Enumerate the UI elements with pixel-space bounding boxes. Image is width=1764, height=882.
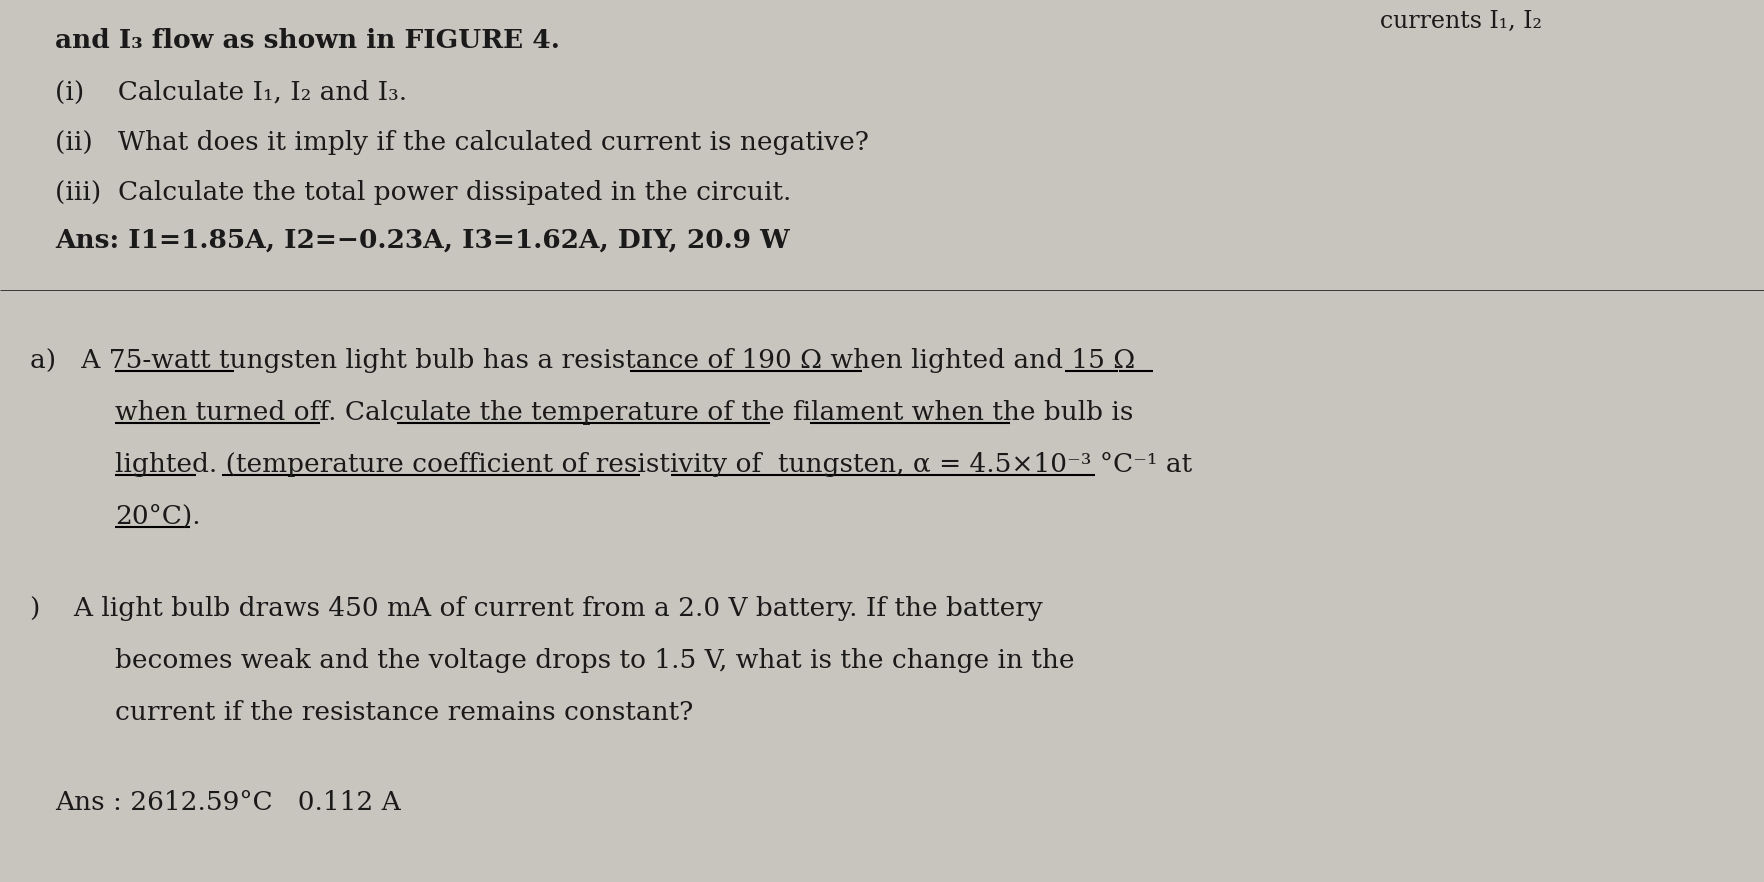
Text: and I₃ flow as shown in FIGURE 4.: and I₃ flow as shown in FIGURE 4. [55,28,559,53]
Text: (iii)  Calculate the total power dissipated in the circuit.: (iii) Calculate the total power dissipat… [55,180,790,205]
Text: Ans : 2612.59°C   0.112 A: Ans : 2612.59°C 0.112 A [55,790,400,815]
Text: )    A light bulb draws 450 mA of current from a 2.0 V battery. If the battery: ) A light bulb draws 450 mA of current f… [30,596,1043,621]
Text: (i)    Calculate I₁, I₂ and I₃.: (i) Calculate I₁, I₂ and I₃. [55,80,407,105]
Text: lighted. (temperature coefficient of resistivity of  tungsten, α = 4.5×10⁻³ °C⁻¹: lighted. (temperature coefficient of res… [115,452,1191,477]
Text: becomes weak and the voltage drops to 1.5 V, what is the change in the: becomes weak and the voltage drops to 1.… [115,648,1074,673]
Text: Ans: I1=1.85A, I2=−0.23A, I3=1.62A, DIY, 20.9 W: Ans: I1=1.85A, I2=−0.23A, I3=1.62A, DIY,… [55,228,789,253]
Text: (ii)   What does it imply if the calculated current is negative?: (ii) What does it imply if the calculate… [55,130,868,155]
Text: currents I₁, I₂: currents I₁, I₂ [1379,10,1542,33]
Text: when turned off. Calculate the temperature of the filament when the bulb is: when turned off. Calculate the temperatu… [115,400,1132,425]
Text: a)   A 75-watt tungsten light bulb has a resistance of 190 Ω when lighted and 15: a) A 75-watt tungsten light bulb has a r… [30,348,1134,373]
Text: 20°C).: 20°C). [115,504,201,529]
Text: current if the resistance remains constant?: current if the resistance remains consta… [115,700,693,725]
